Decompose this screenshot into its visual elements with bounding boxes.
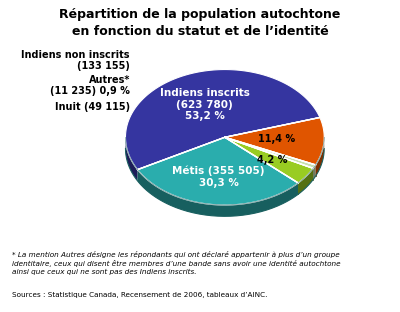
Polygon shape xyxy=(138,170,298,216)
Text: Répartition de la population autochtone
en fonction du statut et de l’identité: Répartition de la population autochtone … xyxy=(59,8,341,38)
Text: Indiens non inscrits
(133 155): Indiens non inscrits (133 155) xyxy=(22,50,130,71)
Text: 4,2 %: 4,2 % xyxy=(257,155,287,165)
Text: 11,4 %: 11,4 % xyxy=(258,134,295,144)
Polygon shape xyxy=(316,137,324,176)
Polygon shape xyxy=(225,118,324,165)
Text: * La mention Autres désigne les répondants qui ont déclaré appartenir à plus d’u: * La mention Autres désigne les répondan… xyxy=(12,251,341,275)
Polygon shape xyxy=(126,70,320,170)
Polygon shape xyxy=(313,165,316,180)
Polygon shape xyxy=(225,137,313,183)
Text: Sources : Statistique Canada, Recensement de 2006, tableaux d’AINC.: Sources : Statistique Canada, Recensemen… xyxy=(12,292,267,298)
Polygon shape xyxy=(225,137,316,168)
Text: Métis (355 505)
30,3 %: Métis (355 505) 30,3 % xyxy=(172,166,265,188)
Text: Indiens inscrits
(623 780)
53,2 %: Indiens inscrits (623 780) 53,2 % xyxy=(160,88,250,121)
Text: Inuit (49 115): Inuit (49 115) xyxy=(55,102,130,112)
Polygon shape xyxy=(298,168,313,194)
Polygon shape xyxy=(126,138,138,181)
Text: Autres*
(11 235) 0,9 %: Autres* (11 235) 0,9 % xyxy=(50,75,130,96)
Polygon shape xyxy=(138,137,298,205)
